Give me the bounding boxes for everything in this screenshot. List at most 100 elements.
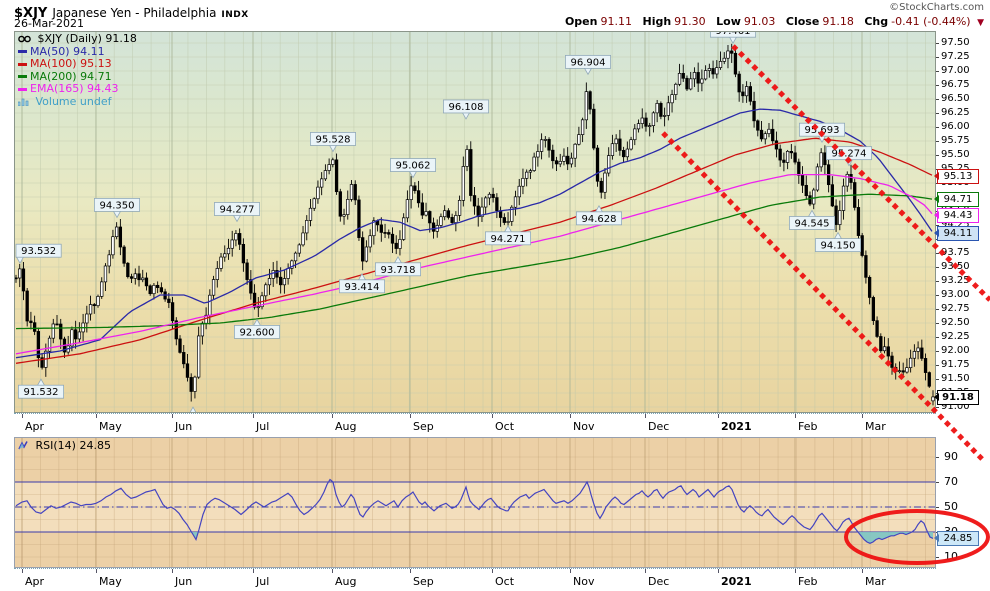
month-label: Sep xyxy=(413,575,434,588)
svg-text:95.062: 95.062 xyxy=(396,161,431,172)
rsi-panel-canvas xyxy=(14,437,936,568)
rsi-axis-tick xyxy=(936,456,939,458)
price-axis-label: 97.50 xyxy=(941,37,970,48)
ma200-swatch xyxy=(18,75,27,78)
badge-arrow-icon xyxy=(930,228,939,237)
rsi-axis-label: 10 xyxy=(944,550,958,563)
month-label: Feb xyxy=(798,420,818,433)
price-axis-label: 96.75 xyxy=(941,79,970,90)
svg-text:94.150: 94.150 xyxy=(821,241,856,252)
month-label: Dec xyxy=(648,575,670,588)
ma50-swatch xyxy=(18,50,27,53)
volume-label: Volume xyxy=(35,94,77,108)
month-tick xyxy=(862,569,863,573)
month-tick xyxy=(718,569,719,573)
price-panel-canvas: 93.53291.53294.35091.03294.27792.60095.5… xyxy=(14,31,936,413)
rsi-value-badge: 24.85 xyxy=(934,531,979,547)
month-label: Sep xyxy=(413,420,434,433)
month-label: Oct xyxy=(495,420,515,433)
month-tick xyxy=(172,414,173,418)
price-axis-tick xyxy=(936,126,939,128)
month-label: Aug xyxy=(335,575,357,588)
rsi-indicator-icon xyxy=(18,440,29,453)
glasses-icon xyxy=(18,34,31,47)
price-axis-tick xyxy=(936,266,939,268)
price-axis-tick xyxy=(936,112,939,114)
legend-symbol-row: $XJY (Daily) 91.18 xyxy=(18,32,137,47)
price-axis-label: 96.25 xyxy=(941,107,970,118)
high-value: 91.30 xyxy=(674,15,706,28)
ema165-swatch xyxy=(18,87,27,91)
price-axis-tick xyxy=(936,350,939,352)
price-axis-label: 93.25 xyxy=(941,275,970,286)
ma100-value: 95.13 xyxy=(80,57,112,70)
svg-text:95.274: 95.274 xyxy=(832,149,867,160)
open-value: 91.11 xyxy=(600,15,632,28)
ma200-label: MA(200) xyxy=(30,69,77,83)
price-axis-label: 97.00 xyxy=(941,65,970,76)
rsi-panel[interactable] xyxy=(14,437,936,568)
ema165-label: EMA(165) xyxy=(30,82,84,95)
svg-text:97.461: 97.461 xyxy=(716,31,751,37)
svg-text:94.271: 94.271 xyxy=(491,234,526,245)
svg-text:93.414: 93.414 xyxy=(345,282,380,293)
legend-volume-row: Volume undef xyxy=(17,94,137,109)
rsi-axis-tick xyxy=(936,556,939,558)
close-label: Close xyxy=(785,15,820,28)
month-label: Nov xyxy=(573,420,595,433)
badge-arrow-icon xyxy=(930,171,939,180)
month-tick xyxy=(96,569,97,573)
badge-arrow-icon xyxy=(930,195,939,204)
month-tick xyxy=(492,414,493,418)
badge-arrow-icon xyxy=(930,392,939,401)
price-axis-label: 92.50 xyxy=(941,317,970,328)
rsi-axis-label: 70 xyxy=(944,475,958,488)
price-panel[interactable]: 93.53291.53294.35091.03294.27792.60095.5… xyxy=(14,31,936,413)
month-tick xyxy=(645,569,646,573)
low-label: Low xyxy=(716,15,741,28)
month-label: Jul xyxy=(256,575,270,588)
svg-text:95.693: 95.693 xyxy=(805,125,840,136)
month-label: Aug xyxy=(335,420,357,433)
price-axis-label: 91.75 xyxy=(941,359,970,370)
month-tick xyxy=(570,414,571,418)
month-label: 2021 xyxy=(721,420,752,433)
price-axis-label: 93.50 xyxy=(941,261,970,272)
month-label: Jun xyxy=(175,420,193,433)
svg-text:96.904: 96.904 xyxy=(571,57,606,68)
month-tick xyxy=(332,414,333,418)
svg-text:94.545: 94.545 xyxy=(795,218,830,229)
date-axis-lower: Apr May Jun Jul Aug Sep Oct Nov Dec 2021 Feb Mar xyxy=(14,568,936,591)
price-axis-tick xyxy=(936,406,939,408)
close-value: 91.18 xyxy=(822,15,854,28)
rsi-legend: RSI(14) 24.85 xyxy=(18,439,111,453)
chart-title: $XJY Japanese Yen - Philadelphia INDX xyxy=(14,2,249,21)
chg-label: Chg xyxy=(864,15,889,28)
price-axis-tick xyxy=(936,308,939,310)
svg-text:94.628: 94.628 xyxy=(582,214,617,225)
legend-symbol-value: 91.18 xyxy=(105,32,137,45)
price-axis-label: 96.50 xyxy=(941,93,970,104)
month-label: Jul xyxy=(256,420,270,433)
rsi-label: RSI(14) xyxy=(35,439,76,452)
svg-text:96.108: 96.108 xyxy=(449,102,484,113)
month-tick xyxy=(718,414,719,418)
price-axis-label: 93.75 xyxy=(941,247,970,258)
volume-value: undef xyxy=(79,94,112,108)
price-axis-tick xyxy=(936,280,939,282)
date-axis-upper: Apr May Jun Jul Aug Sep Oct Nov Dec 2021 Feb Mar xyxy=(14,413,936,437)
month-tick xyxy=(332,569,333,573)
month-tick xyxy=(172,569,173,573)
month-tick xyxy=(253,414,254,418)
month-tick xyxy=(253,569,254,573)
price-axis-badge: 94.11 xyxy=(934,225,979,241)
price-axis-tick xyxy=(936,98,939,100)
price-axis-tick xyxy=(936,154,939,156)
ohlc-quote: Open 91.11 High 91.30 Low 91.03 Close 91.18 … xyxy=(558,15,984,28)
legend-ma100-row: MA(100) 95.13 xyxy=(18,57,137,71)
month-label: Mar xyxy=(865,420,886,433)
month-tick xyxy=(795,414,796,418)
legend-symbol-label: $XJY (Daily) xyxy=(37,32,102,45)
ma100-label: MA(100) xyxy=(30,57,77,70)
month-label: Oct xyxy=(495,575,515,588)
